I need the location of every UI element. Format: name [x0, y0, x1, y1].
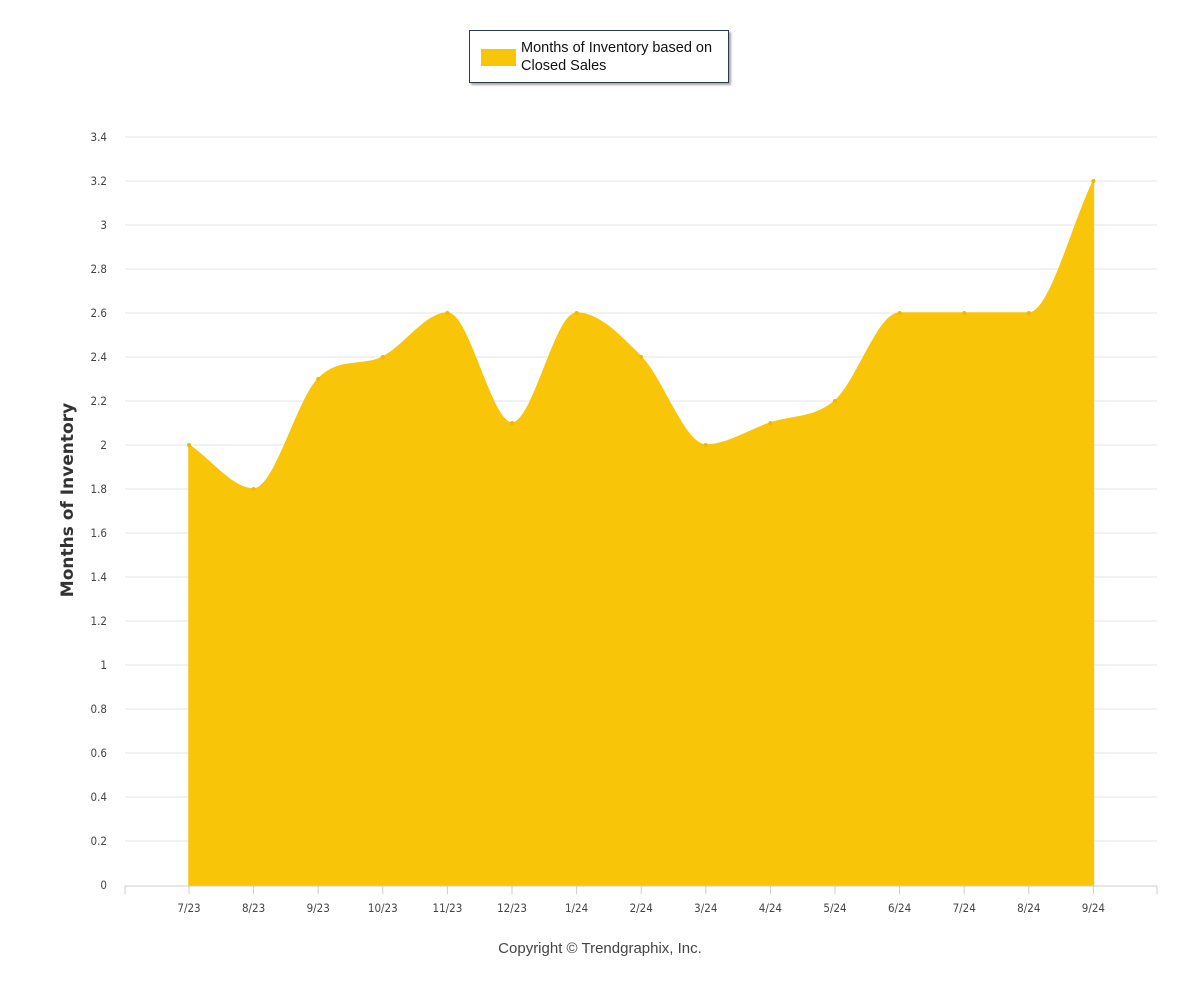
data-point-7-24[interactable] [962, 311, 967, 315]
series-area-months-of-inventory[interactable] [188, 180, 1095, 886]
y-tick-label: 3.4 [91, 130, 107, 144]
x-tick-label: 9/24 [1082, 901, 1105, 915]
y-tick-label: 2 [100, 438, 107, 452]
data-point-8-23[interactable] [251, 487, 256, 491]
x-tick-label: 12/23 [497, 901, 527, 915]
x-tick-label: 2/24 [630, 901, 653, 915]
x-tick-label: 4/24 [759, 901, 782, 915]
x-tick-label: 1/24 [565, 901, 588, 915]
x-tick-label: 11/23 [432, 901, 462, 915]
y-axis-label: Months of Inventory [58, 403, 78, 597]
data-point-6-24[interactable] [897, 311, 902, 315]
plot-area [187, 179, 1096, 886]
x-tick-label: 8/24 [1017, 901, 1040, 915]
y-tick-label: 0.8 [91, 702, 107, 716]
y-tick-label: 0.4 [91, 790, 107, 804]
y-tick-label: 1.4 [91, 570, 107, 584]
y-tick-label: 3 [100, 218, 107, 232]
data-point-9-24[interactable] [1091, 179, 1096, 183]
data-point-12-23[interactable] [510, 421, 514, 425]
y-tick-label: 2.4 [91, 350, 107, 364]
x-tick-label: 8/23 [242, 901, 265, 915]
copyright-text: Copyright © Trendgraphix, Inc. [498, 940, 702, 957]
data-point-5-24[interactable] [833, 399, 837, 403]
y-tick-label: 1.6 [91, 526, 107, 540]
y-tick-label: 1.8 [91, 482, 107, 496]
data-point-9-23[interactable] [316, 377, 321, 381]
data-point-1-24[interactable] [574, 311, 579, 315]
legend[interactable]: Months of Inventory based on Closed Sale… [469, 30, 729, 83]
x-tick-label: 9/23 [307, 901, 330, 915]
data-point-4-24[interactable] [768, 421, 773, 425]
x-tick-label: 3/24 [694, 901, 717, 915]
legend-label: Months of Inventory based on Closed Sale… [521, 40, 713, 74]
y-tick-label: 2.8 [91, 262, 107, 276]
data-point-11-23[interactable] [445, 311, 450, 315]
x-tick-label: 10/23 [368, 901, 398, 915]
legend-swatch [481, 49, 516, 66]
data-point-3-24[interactable] [703, 443, 708, 447]
y-tick-label: 1.2 [91, 614, 107, 628]
y-axis-ticks: 0 0.2 0.4 0.6 0.8 1 1.2 1.4 1.6 1.8 2 2.2 2.4 2.6 2.8 3… [91, 130, 107, 892]
x-tick-label: 7/23 [177, 901, 200, 915]
data-point-8-24[interactable] [1026, 311, 1031, 315]
y-tick-label: 3.2 [91, 174, 107, 188]
data-point-2-24[interactable] [639, 355, 644, 359]
y-tick-label: 2.2 [91, 394, 107, 408]
data-point-10-23[interactable] [380, 355, 385, 359]
data-point-7-23[interactable] [187, 443, 191, 447]
x-tick-label: 7/24 [953, 901, 976, 915]
y-tick-label: 0 [100, 878, 107, 892]
y-tick-label: 2.6 [91, 306, 107, 320]
x-tick-label: 5/24 [823, 901, 846, 915]
y-tick-label: 0.6 [91, 746, 107, 760]
x-axis-ticks: 7/23 8/23 9/23 10/23 11/23 12/23 1/24 2/24 3/24 4… [177, 886, 1105, 915]
x-tick-label: 6/24 [888, 901, 911, 915]
y-tick-label: 1 [100, 658, 107, 672]
y-tick-label: 0.2 [91, 834, 107, 848]
